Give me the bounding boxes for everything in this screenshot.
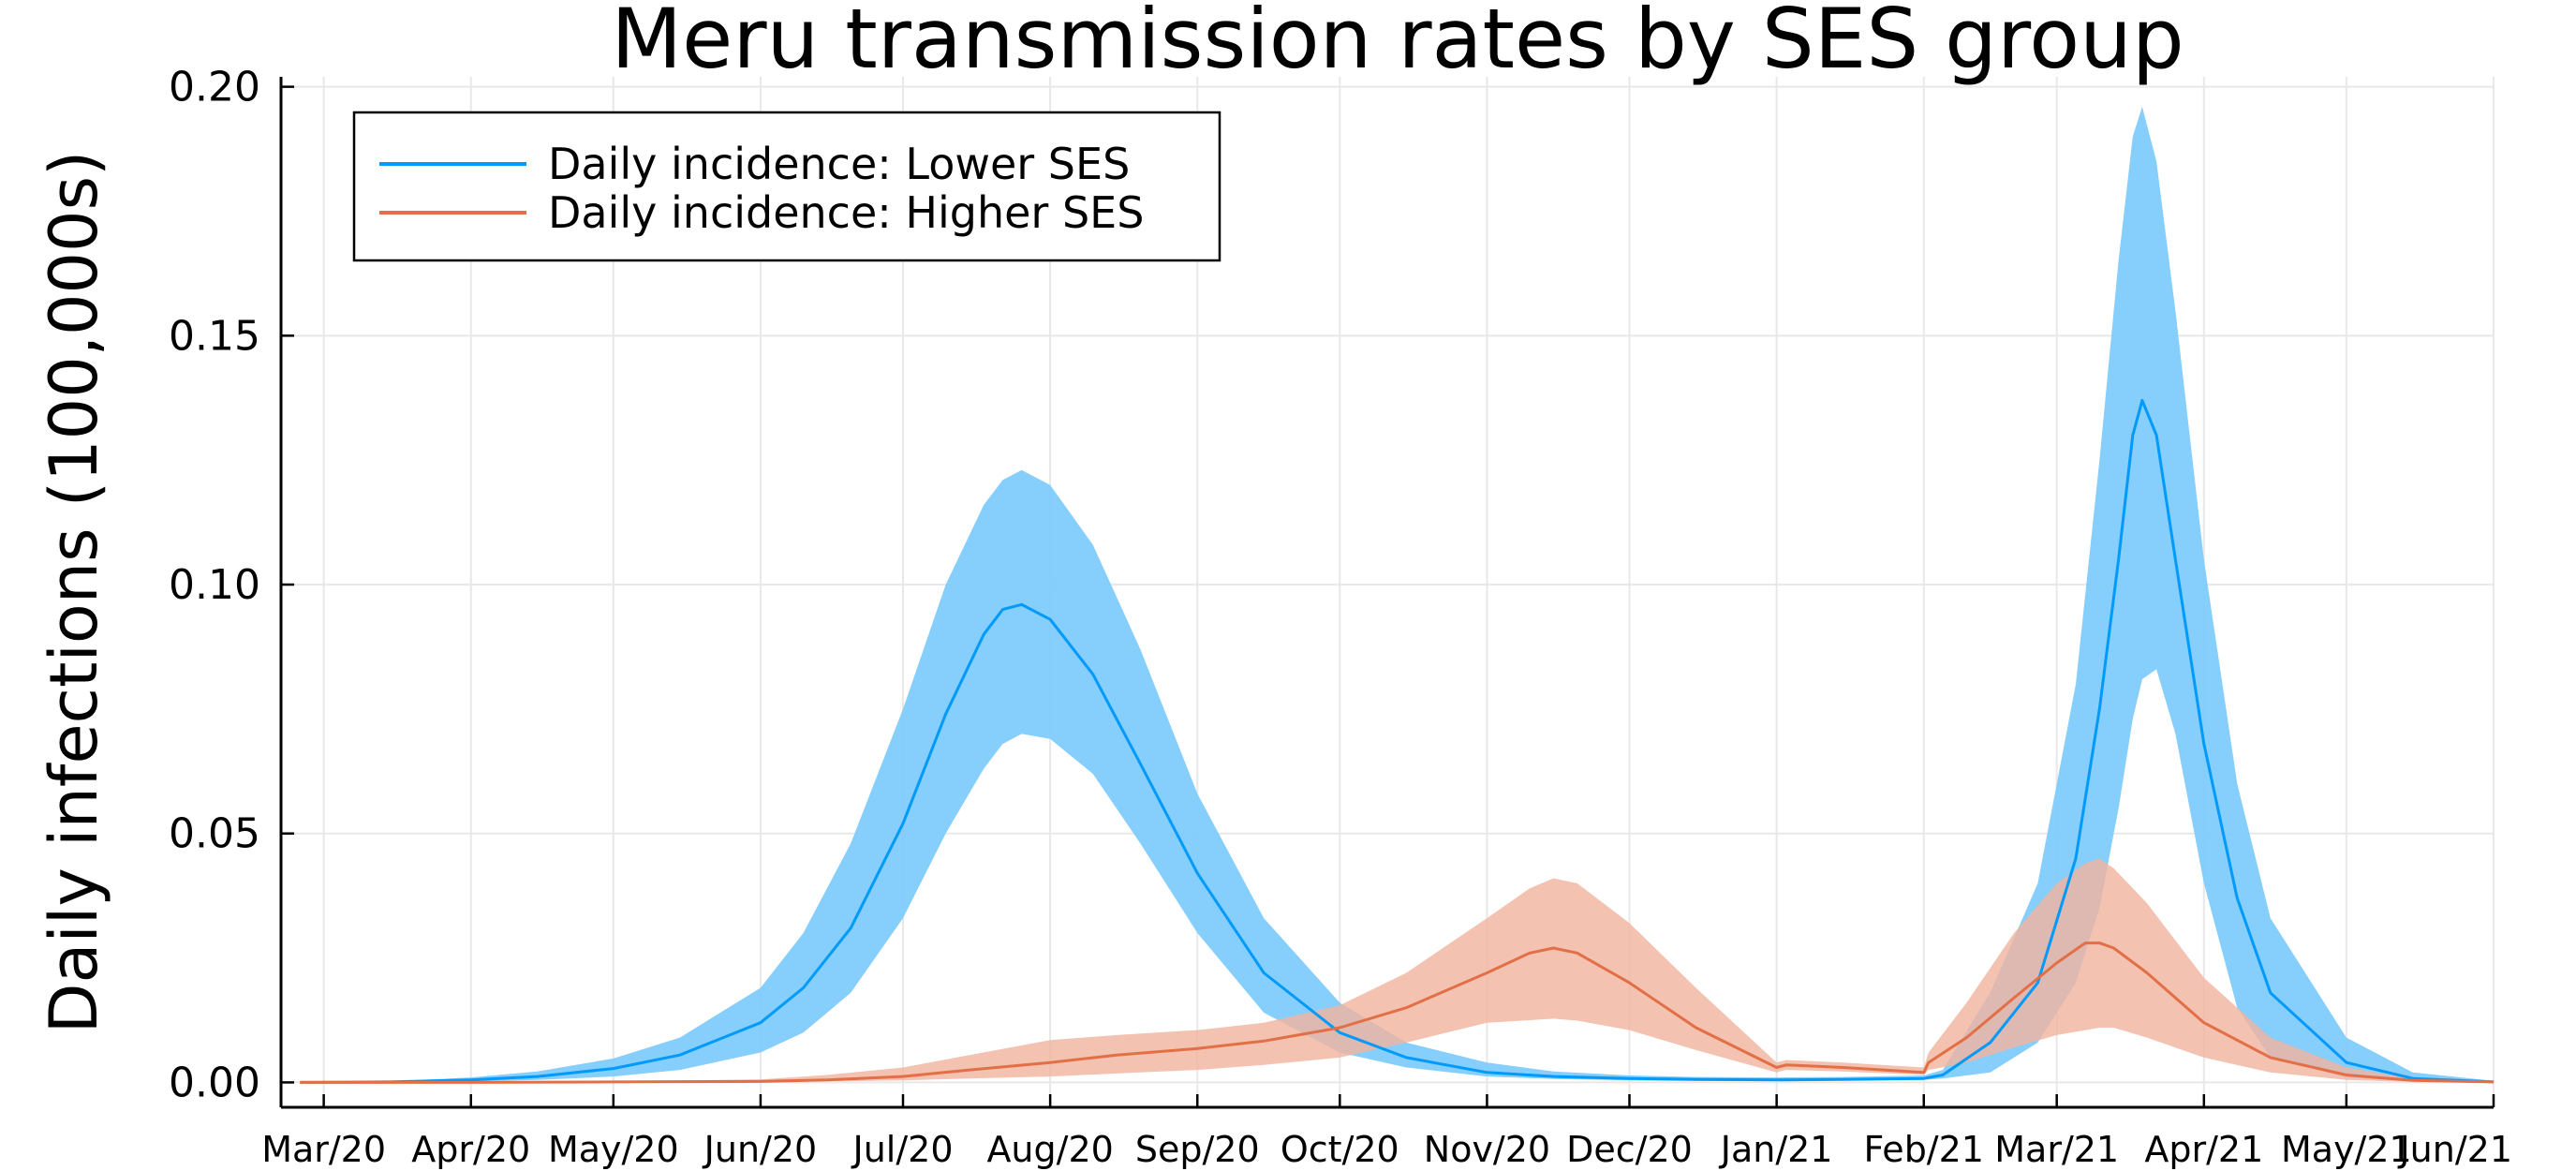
series-lines (300, 398, 2495, 1084)
y-tick-label-2: 0.10 (169, 561, 260, 609)
x-tick-label-10: Jan/21 (1719, 1129, 1833, 1170)
x-tick-label-13: Apr/21 (2144, 1129, 2263, 1170)
line-series-1 (300, 941, 2495, 1084)
legend-box (352, 111, 1221, 262)
band-series-1 (300, 858, 2494, 1083)
x-tick-label-11: Feb/21 (1864, 1129, 1984, 1170)
y-tick-label-4: 0.20 (169, 64, 260, 111)
x-tick-label-6: Sep/20 (1135, 1129, 1260, 1170)
x-ticks: Mar/20 Apr/20 May/20 Jun/20 Jul/20 Aug/20 Sep/… (261, 1094, 2512, 1170)
y-tick-label-1: 0.05 (169, 810, 260, 858)
legend-label-lower-ses: Daily incidence: Lower SES (548, 139, 1130, 189)
x-tick-label-2: May/20 (548, 1129, 679, 1170)
x-tick-label-1: Apr/20 (411, 1129, 530, 1170)
y-tick-label-3: 0.15 (169, 312, 260, 360)
x-tick-label-9: Dec/20 (1566, 1129, 1693, 1170)
x-tick-label-5: Aug/20 (986, 1129, 1113, 1170)
x-tick-label-14: May/21 (2281, 1129, 2412, 1170)
line-series-0 (300, 398, 2495, 1084)
x-tick-label-12: Mar/21 (1994, 1129, 2119, 1170)
x-tick-label-8: Nov/20 (1424, 1129, 1550, 1170)
y-axis-label: Daily infections (100,000s) (36, 151, 112, 1034)
legend-label-higher-ses: Daily incidence: Higher SES (548, 187, 1144, 238)
y-ticks: 0.00 0.05 0.10 0.15 0.20 (169, 64, 294, 1106)
chart-title: Meru transmission rates by SES group (611, 0, 2184, 87)
axes (279, 77, 2494, 1109)
x-tick-label-3: Jun/20 (703, 1129, 818, 1170)
x-tick-label-0: Mar/20 (261, 1129, 386, 1170)
confidence-bands (300, 106, 2494, 1083)
band-series-0 (300, 106, 2494, 1083)
legend: Daily incidence: Lower SES Daily inciden… (352, 111, 1221, 262)
y-tick-label-0: 0.00 (169, 1059, 260, 1106)
x-tick-label-15: Jun/21 (2397, 1129, 2512, 1170)
x-tick-label-4: Jul/20 (851, 1129, 953, 1170)
x-tick-label-7: Oct/20 (1281, 1129, 1399, 1170)
